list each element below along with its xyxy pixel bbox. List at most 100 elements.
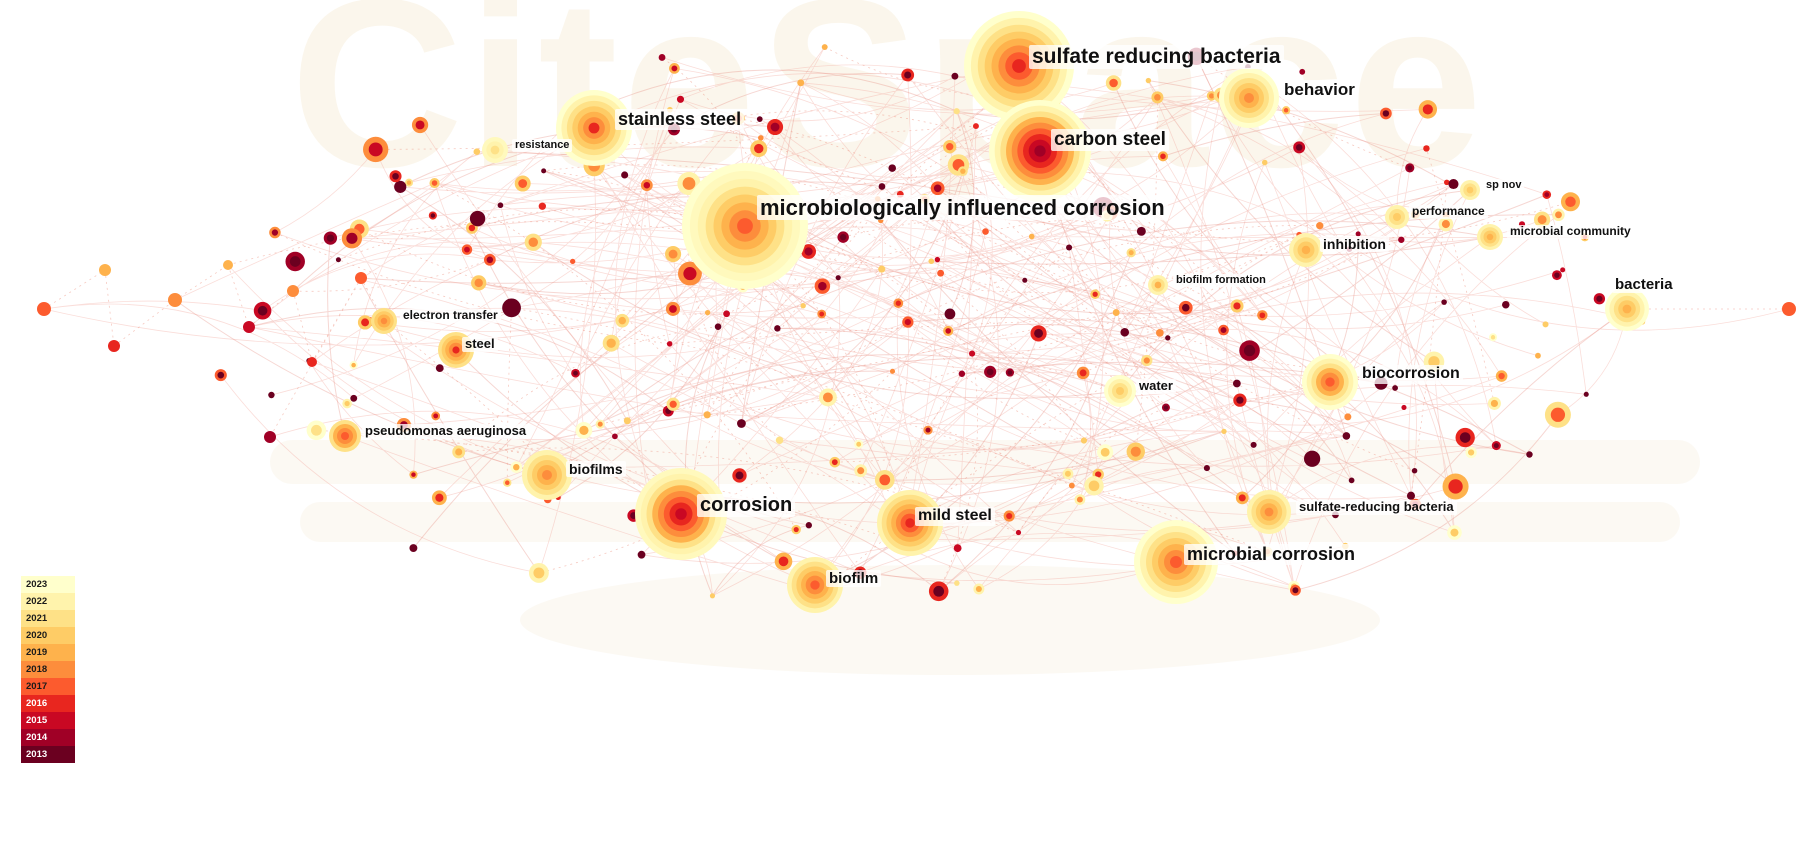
background-node xyxy=(1261,159,1268,166)
keyword-node-ring xyxy=(1012,59,1026,73)
keyword-node-ring xyxy=(737,218,753,234)
background-node xyxy=(982,228,989,235)
background-node-core xyxy=(573,370,578,376)
background-node xyxy=(878,183,886,190)
background-node-core xyxy=(754,143,764,154)
background-node-core xyxy=(1490,335,1496,340)
background-node-core xyxy=(735,471,744,480)
background-node xyxy=(896,190,904,198)
background-node-core xyxy=(1565,196,1576,208)
background-node xyxy=(1542,321,1549,328)
background-node-core xyxy=(856,441,862,447)
background-node-core xyxy=(682,177,696,190)
background-node xyxy=(1342,432,1351,440)
background-node-core xyxy=(668,249,678,259)
background-node xyxy=(570,258,576,265)
background-node-core xyxy=(1544,192,1550,198)
outlier-node xyxy=(99,264,111,276)
edge-links-dark xyxy=(174,56,1628,597)
background-node-core xyxy=(1208,93,1215,99)
background-node xyxy=(1518,221,1526,228)
background-node xyxy=(621,171,629,179)
background-node xyxy=(1015,529,1022,536)
background-node-core xyxy=(670,125,678,133)
background-node-core xyxy=(618,316,627,325)
keyword-node-ring xyxy=(1244,93,1254,103)
background-node-core xyxy=(433,413,439,419)
background-node-core xyxy=(1490,399,1499,408)
outlier-node xyxy=(243,321,255,333)
keyword-node-ring xyxy=(1393,213,1401,221)
background-node-core xyxy=(455,448,463,456)
legend-item: 2023 xyxy=(21,576,75,593)
background-node-core xyxy=(351,362,356,368)
background-node-core xyxy=(1468,449,1475,456)
background-node-core xyxy=(904,318,911,326)
background-node xyxy=(1344,413,1352,421)
outlier-node xyxy=(168,293,182,307)
background-node-core xyxy=(1382,110,1390,117)
keyword-node-ring xyxy=(380,317,388,325)
background-node-core xyxy=(946,310,953,317)
background-node-core xyxy=(473,214,482,223)
background-node xyxy=(1355,231,1361,237)
keyword-node-ring xyxy=(1264,507,1274,517)
keyword-node-ring xyxy=(490,145,500,155)
background-node xyxy=(821,44,828,51)
background-node-core xyxy=(1407,165,1413,171)
keyword-node-ring xyxy=(1116,387,1124,395)
keyword-node-ring xyxy=(341,432,349,440)
background-node xyxy=(1535,352,1541,359)
outlier-node xyxy=(355,272,367,284)
background-node-core xyxy=(1103,212,1111,220)
background-node xyxy=(774,325,781,332)
background-node xyxy=(538,202,546,210)
background-node xyxy=(756,116,763,122)
background-node xyxy=(1502,300,1510,309)
background-node xyxy=(704,309,711,316)
keyword-node-ring xyxy=(1486,233,1494,241)
background-node xyxy=(1411,467,1418,474)
keyword-node-ring xyxy=(905,518,915,528)
background-node xyxy=(1441,299,1447,305)
legend-item: 2014 xyxy=(21,729,75,746)
background-node-core xyxy=(904,71,912,79)
background-node-core xyxy=(960,168,966,174)
background-node-core xyxy=(1181,303,1190,312)
background-node-core xyxy=(486,256,494,264)
background-node-core xyxy=(506,302,517,313)
background-node-core xyxy=(435,493,444,502)
background-node-core xyxy=(411,472,416,477)
background-node-core xyxy=(1259,312,1266,319)
background-node-core xyxy=(1428,356,1440,368)
background-node xyxy=(714,323,722,331)
background-node xyxy=(1066,244,1073,251)
background-node-core xyxy=(1307,454,1317,464)
background-node-core xyxy=(1441,220,1450,229)
background-node xyxy=(878,217,884,224)
background-node-core xyxy=(1034,328,1044,338)
background-node-core xyxy=(346,232,358,244)
legend-item: 2013 xyxy=(21,746,75,763)
background-node-core xyxy=(326,234,335,242)
background-node xyxy=(1401,404,1407,411)
background-node-core xyxy=(430,213,436,218)
background-node xyxy=(1080,437,1088,444)
background-node-core xyxy=(857,467,865,475)
background-node-core xyxy=(1143,357,1150,364)
background-node xyxy=(1112,309,1120,316)
background-node xyxy=(1332,511,1339,519)
background-node-core xyxy=(1412,212,1418,218)
background-node xyxy=(541,168,547,174)
legend-item: 2022 xyxy=(21,593,75,610)
background-node-core xyxy=(406,180,412,185)
background-node-core xyxy=(257,305,268,316)
background-node xyxy=(473,148,481,156)
background-node xyxy=(666,341,673,347)
background-node-core xyxy=(513,463,520,471)
background-node xyxy=(1398,236,1405,243)
background-node-core xyxy=(368,142,383,157)
background-node-core xyxy=(1064,470,1071,477)
background-node-core xyxy=(1408,493,1414,498)
